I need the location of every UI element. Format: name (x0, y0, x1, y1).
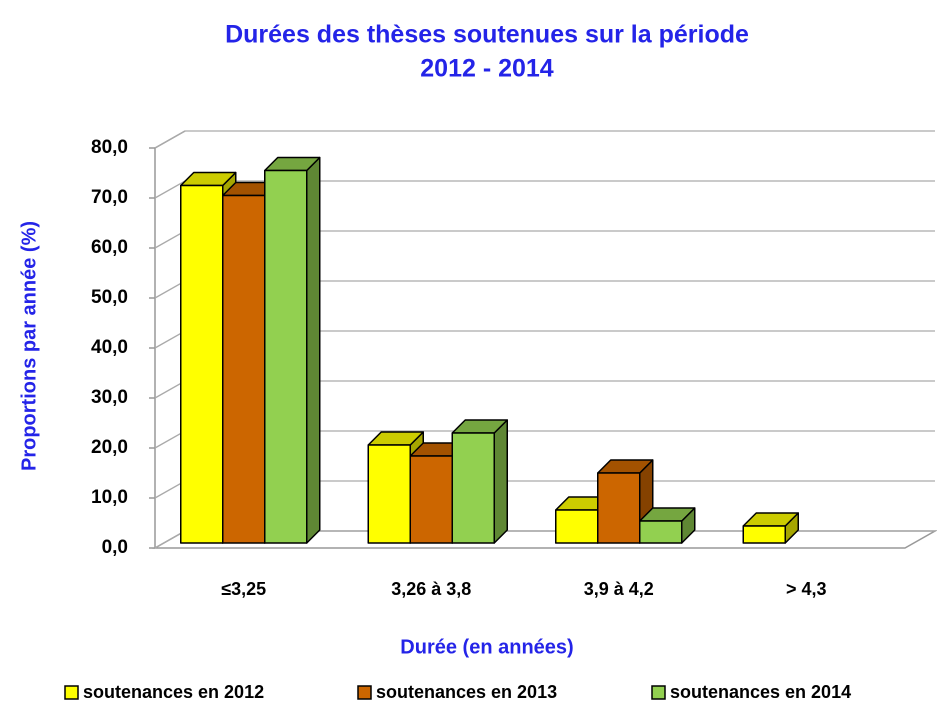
bar-front (264, 169, 308, 544)
y-axis-title: Proportions par année (%) (18, 221, 40, 471)
y-tick-label: 20,0 (91, 437, 128, 458)
bar-front (742, 525, 786, 544)
y-tick-label: 10,0 (91, 487, 128, 508)
legend-label: soutenances en 2012 (83, 682, 264, 702)
bar-front (367, 444, 411, 544)
legend-swatch (64, 685, 79, 700)
legend-swatch (651, 685, 666, 700)
bar-front (555, 509, 599, 544)
bar-side (306, 156, 321, 544)
bar (264, 156, 321, 544)
bar (742, 512, 799, 544)
y-tick-label: 60,0 (91, 237, 128, 258)
y-tick-label: 70,0 (91, 187, 128, 208)
y-tick-label: 30,0 (91, 387, 128, 408)
bar (639, 507, 696, 544)
bar (451, 419, 508, 544)
y-tick-label: 0,0 (102, 537, 128, 558)
y-tick-label: 40,0 (91, 337, 128, 358)
x-tick-label: > 4,3 (786, 579, 827, 599)
x-axis-title: Durée (en années) (400, 636, 573, 658)
bar-front (451, 432, 495, 544)
legend-label: soutenances en 2014 (670, 682, 851, 702)
legend-label: soutenances en 2013 (376, 682, 557, 702)
chart-title: Durées des thèses soutenues sur la pério… (225, 21, 749, 49)
bar-front (222, 194, 266, 544)
bar-side (493, 419, 508, 544)
bar-front (597, 472, 641, 544)
grid-line (154, 130, 935, 149)
bar-front (180, 184, 224, 544)
y-tick-label: 80,0 (91, 137, 128, 158)
legend-swatch (357, 685, 372, 700)
bar-front (409, 455, 453, 544)
x-tick-label: 3,26 à 3,8 (391, 579, 471, 599)
y-tick-label: 50,0 (91, 287, 128, 308)
bar-front (639, 520, 683, 544)
x-tick-label: 3,9 à 4,2 (584, 579, 654, 599)
x-tick-label: ≤3,25 (221, 579, 266, 599)
chart-title: 2012 - 2014 (420, 55, 554, 83)
